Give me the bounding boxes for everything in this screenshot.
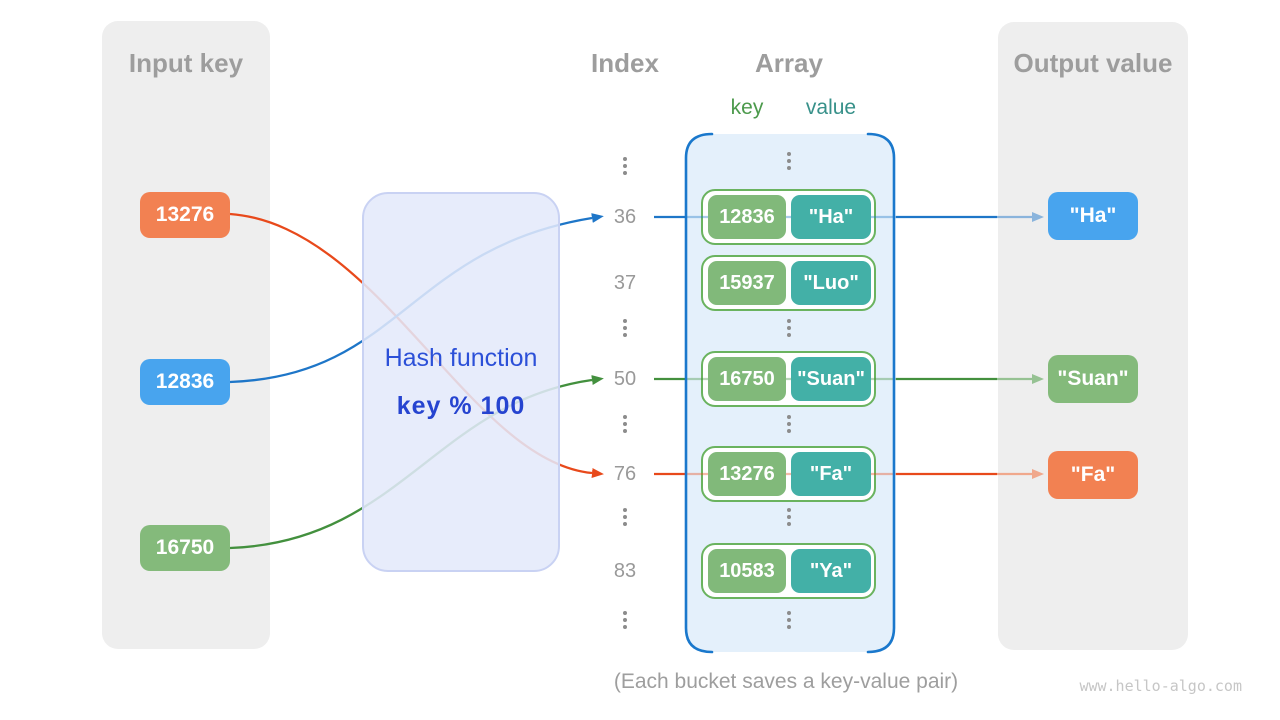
bucket-key: 13276 (708, 452, 786, 496)
hash-function-formula: key % 100 (396, 392, 526, 420)
index-column-title: Index (591, 48, 659, 78)
output-value-ha: "Ha" (1048, 192, 1138, 240)
hash-function-title: Hash function (384, 344, 538, 372)
bucket-value: "Ya" (791, 549, 871, 593)
output-value-panel (998, 22, 1188, 650)
key-column-label: key (730, 96, 764, 119)
input-key-16750: 16750 (140, 525, 230, 571)
vertical-ellipsis (787, 152, 791, 170)
input-key-title: Input key (128, 48, 244, 78)
input-key-13276: 13276 (140, 192, 230, 238)
output-value-title: Output value (1013, 48, 1173, 78)
input-key-12836: 12836 (140, 359, 230, 405)
vertical-ellipsis (623, 157, 627, 175)
array-column-title: Array (755, 48, 823, 78)
vertical-ellipsis (787, 508, 791, 526)
value-column-label: value (805, 96, 857, 119)
bucket-key: 12836 (708, 195, 786, 239)
index-76: 76 (613, 463, 637, 485)
vertical-ellipsis (623, 508, 627, 526)
index-83: 83 (613, 560, 637, 582)
index-37: 37 (613, 272, 637, 294)
vertical-ellipsis (623, 415, 627, 433)
vertical-ellipsis (787, 611, 791, 629)
index-50: 50 (613, 368, 637, 390)
caption: (Each bucket saves a key-value pair) (613, 670, 959, 693)
index-36: 36 (613, 206, 637, 228)
bucket-value: "Fa" (791, 452, 871, 496)
bucket-key: 16750 (708, 357, 786, 401)
bucket-key: 15937 (708, 261, 786, 305)
output-value-fa: "Fa" (1048, 451, 1138, 499)
bucket-value: "Suan" (791, 357, 871, 401)
bucket-key: 10583 (708, 549, 786, 593)
vertical-ellipsis (787, 415, 791, 433)
vertical-ellipsis (623, 319, 627, 337)
bucket-value: "Ha" (791, 195, 871, 239)
vertical-ellipsis (623, 611, 627, 629)
watermark: www.hello-algo.com (1079, 677, 1242, 695)
output-value-suan: "Suan" (1048, 355, 1138, 403)
vertical-ellipsis (787, 319, 791, 337)
bucket-value: "Luo" (791, 261, 871, 305)
hash-function-box (362, 192, 560, 572)
